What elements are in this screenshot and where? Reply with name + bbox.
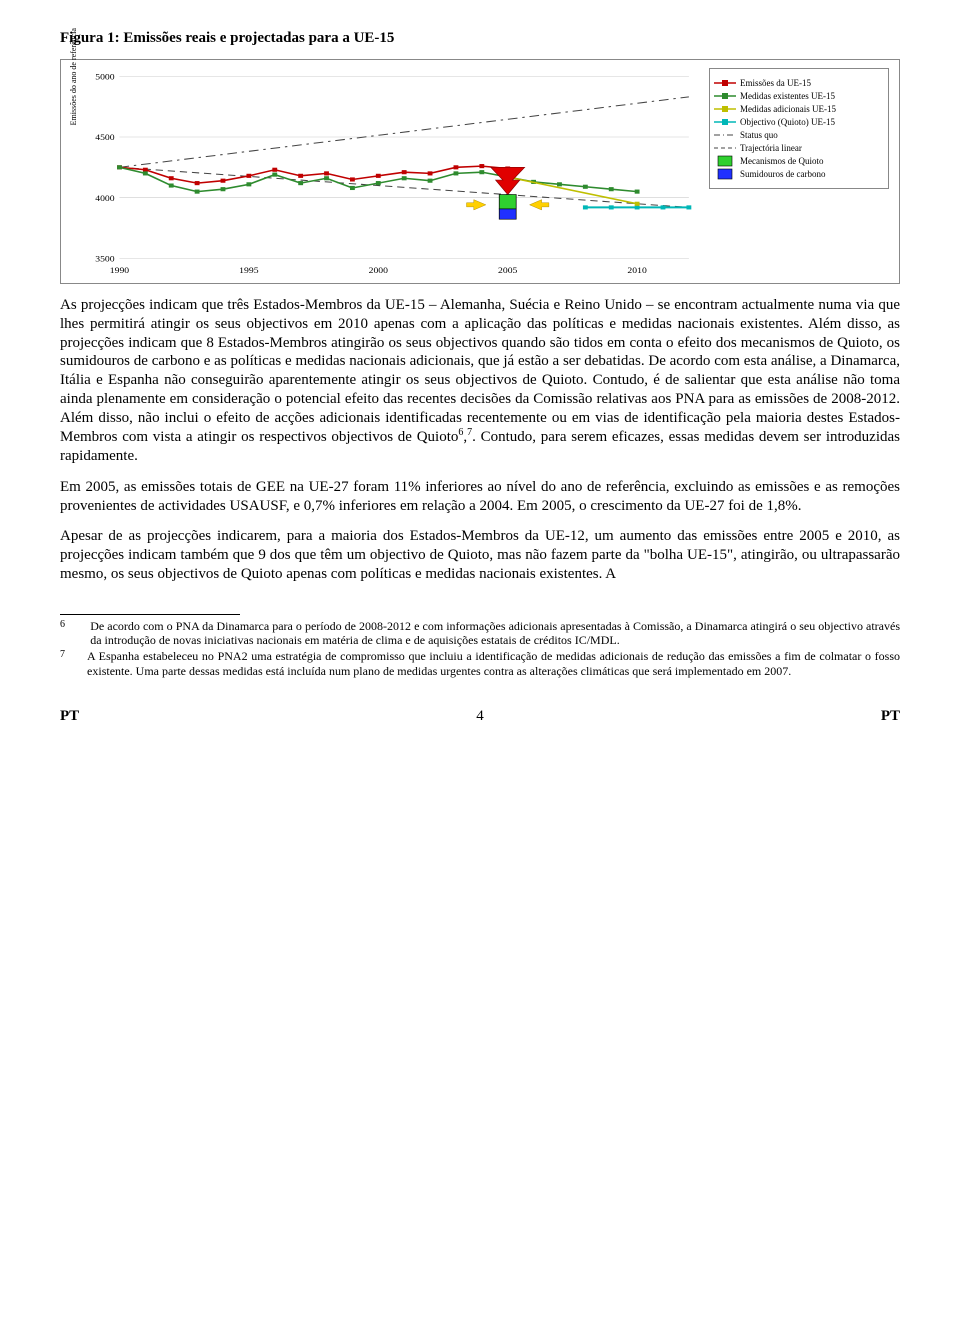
legend-label: Mecanismos de Quioto (740, 156, 884, 166)
svg-text:1995: 1995 (239, 265, 259, 274)
legend-swatch (714, 91, 736, 101)
legend-item: Mecanismos de Quioto (714, 156, 884, 166)
legend-swatch (714, 143, 736, 153)
footnote-text: A Espanha estabeleceu no PNA2 uma estrat… (87, 649, 900, 678)
footer-left: PT (60, 708, 79, 725)
legend-swatch (714, 156, 736, 166)
footnote-6: 6 De acordo com o PNA da Dinamarca para … (60, 619, 900, 648)
chart-container: Emissões do ano de referência 3500400045… (60, 59, 900, 284)
svg-text:1990: 1990 (110, 265, 130, 274)
svg-text:5000: 5000 (95, 72, 115, 81)
svg-text:4500: 4500 (95, 133, 115, 142)
svg-text:4000: 4000 (95, 193, 115, 202)
footer-page-number: 4 (476, 708, 484, 725)
legend: Emissões da UE-15 Medidas existentes UE-1… (709, 68, 889, 189)
legend-swatch (714, 130, 736, 140)
footnote-number: 6 (60, 619, 90, 648)
legend-item: Sumidouros de carbono (714, 169, 884, 179)
figure-title: Figura 1: Emissões reais e projectadas p… (60, 30, 900, 47)
paragraph-3: Apesar de as projecções indicarem, para … (60, 527, 900, 583)
legend-item: Status quo (714, 130, 884, 140)
legend-item: Medidas adicionais UE-15 (714, 104, 884, 114)
legend-item: Emissões da UE-15 (714, 78, 884, 88)
legend-label: Trajectória linear (740, 143, 884, 153)
paragraph-1: As projecções indicam que três Estados-M… (60, 296, 900, 466)
legend-swatch (714, 78, 736, 88)
svg-text:2010: 2010 (627, 265, 647, 274)
svg-text:3500: 3500 (95, 254, 115, 263)
paragraph-2: Em 2005, as emissões totais de GEE na UE… (60, 478, 900, 516)
legend-swatch (714, 104, 736, 114)
footnote-number: 7 (60, 649, 87, 678)
legend-item: Objectivo (Quioto) UE-15 (714, 117, 884, 127)
svg-text:2000: 2000 (369, 265, 389, 274)
legend-label: Medidas existentes UE-15 (740, 91, 884, 101)
footer-right: PT (881, 708, 900, 725)
chart-svg: 3500 4000 4500 5000 1990 1995 2000 2005 2010 (71, 68, 701, 279)
legend-label: Sumidouros de carbono (740, 169, 884, 179)
legend-swatch (714, 169, 736, 179)
legend-label: Status quo (740, 130, 884, 140)
legend-label: Objectivo (Quioto) UE-15 (740, 117, 884, 127)
footnote-text: De acordo com o PNA da Dinamarca para o … (90, 619, 900, 648)
footnote-7: 7 A Espanha estabeleceu no PNA2 uma estr… (60, 649, 900, 678)
page-footer: PT 4 PT (60, 708, 900, 725)
chart-plot: Emissões do ano de referência 3500400045… (71, 68, 701, 279)
y-axis-label: Emissões do ano de referência (69, 28, 78, 125)
footnote-ref-6: 6 (458, 427, 463, 438)
svg-text:2005: 2005 (498, 265, 518, 274)
legend-label: Medidas adicionais UE-15 (740, 104, 884, 114)
legend-item: Medidas existentes UE-15 (714, 91, 884, 101)
legend-item: Trajectória linear (714, 143, 884, 153)
legend-label: Emissões da UE-15 (740, 78, 884, 88)
footnote-separator (60, 614, 240, 615)
legend-swatch (714, 117, 736, 127)
